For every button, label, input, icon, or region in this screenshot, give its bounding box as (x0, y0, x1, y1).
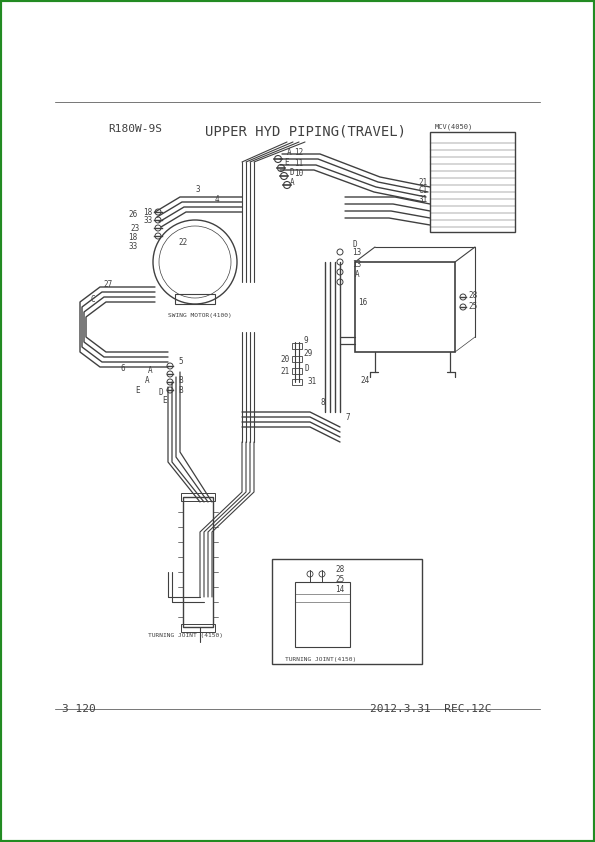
Text: 8: 8 (320, 397, 325, 407)
Text: 23: 23 (130, 223, 139, 232)
Text: 33: 33 (143, 216, 152, 225)
Text: 10: 10 (294, 168, 303, 178)
Bar (183, 497, 213, 627)
Text: 33: 33 (128, 242, 137, 251)
Bar (292, 356, 302, 362)
Text: 14: 14 (335, 585, 345, 594)
Text: E: E (135, 386, 140, 395)
Text: D: D (352, 239, 356, 248)
Bar (292, 368, 302, 374)
Text: 26: 26 (128, 210, 137, 219)
Text: B: B (178, 386, 183, 395)
Text: 21: 21 (418, 178, 427, 186)
Text: A: A (145, 376, 149, 385)
Text: 28: 28 (468, 290, 477, 300)
Text: 28: 28 (335, 564, 345, 573)
Text: E: E (284, 157, 289, 167)
Text: C: C (90, 295, 95, 303)
Text: 11: 11 (294, 158, 303, 168)
Text: A: A (148, 365, 153, 375)
Text: B: B (178, 376, 183, 385)
Text: 22: 22 (178, 237, 187, 247)
Text: 25: 25 (468, 301, 477, 311)
Text: 31: 31 (307, 376, 317, 386)
Bar (292, 343, 302, 349)
Text: 18: 18 (128, 232, 137, 242)
Text: 31: 31 (418, 195, 427, 204)
Bar (292, 379, 302, 385)
Text: D: D (289, 168, 293, 177)
Text: R180W-9S: R180W-9S (108, 124, 162, 134)
Text: 16: 16 (358, 297, 367, 306)
Text: MCV(4050): MCV(4050) (435, 124, 473, 131)
Text: 3: 3 (195, 184, 200, 194)
Text: 13: 13 (352, 259, 361, 269)
Text: 4: 4 (215, 195, 220, 204)
Text: D: D (158, 387, 162, 397)
Text: 25: 25 (335, 574, 345, 584)
Text: 7: 7 (345, 413, 350, 422)
Bar (175, 294, 215, 304)
Text: 3 120: 3 120 (62, 704, 96, 714)
Text: C1: C1 (418, 185, 427, 195)
Bar (272, 559, 422, 664)
Text: 2012.3.31  REC.12C: 2012.3.31 REC.12C (370, 704, 491, 714)
Text: UPPER HYD PIPING(TRAVEL): UPPER HYD PIPING(TRAVEL) (205, 124, 406, 138)
Bar (355, 262, 455, 352)
Text: TURNING JOINT(4150): TURNING JOINT(4150) (285, 657, 356, 662)
Text: 24: 24 (360, 376, 369, 385)
Text: 27: 27 (103, 280, 112, 289)
Text: A: A (286, 147, 291, 157)
Text: A: A (290, 178, 295, 186)
Text: 20: 20 (280, 354, 289, 364)
Text: D: D (304, 364, 309, 372)
Text: 18: 18 (143, 207, 152, 216)
Bar (295, 582, 350, 647)
Bar (181, 624, 215, 632)
Bar (430, 132, 515, 232)
Text: A: A (355, 269, 359, 279)
Text: 21: 21 (280, 366, 289, 376)
Text: 9: 9 (303, 335, 308, 344)
Bar (181, 493, 215, 501)
Text: TURNING JOINT (4150): TURNING JOINT (4150) (148, 632, 223, 637)
Text: 13: 13 (352, 248, 361, 257)
Text: 6: 6 (120, 364, 124, 372)
Text: E: E (162, 396, 167, 404)
Text: 29: 29 (303, 349, 312, 358)
Text: SWING MOTOR(4100): SWING MOTOR(4100) (168, 312, 231, 317)
Text: 5: 5 (178, 356, 183, 365)
Text: 12: 12 (294, 147, 303, 157)
